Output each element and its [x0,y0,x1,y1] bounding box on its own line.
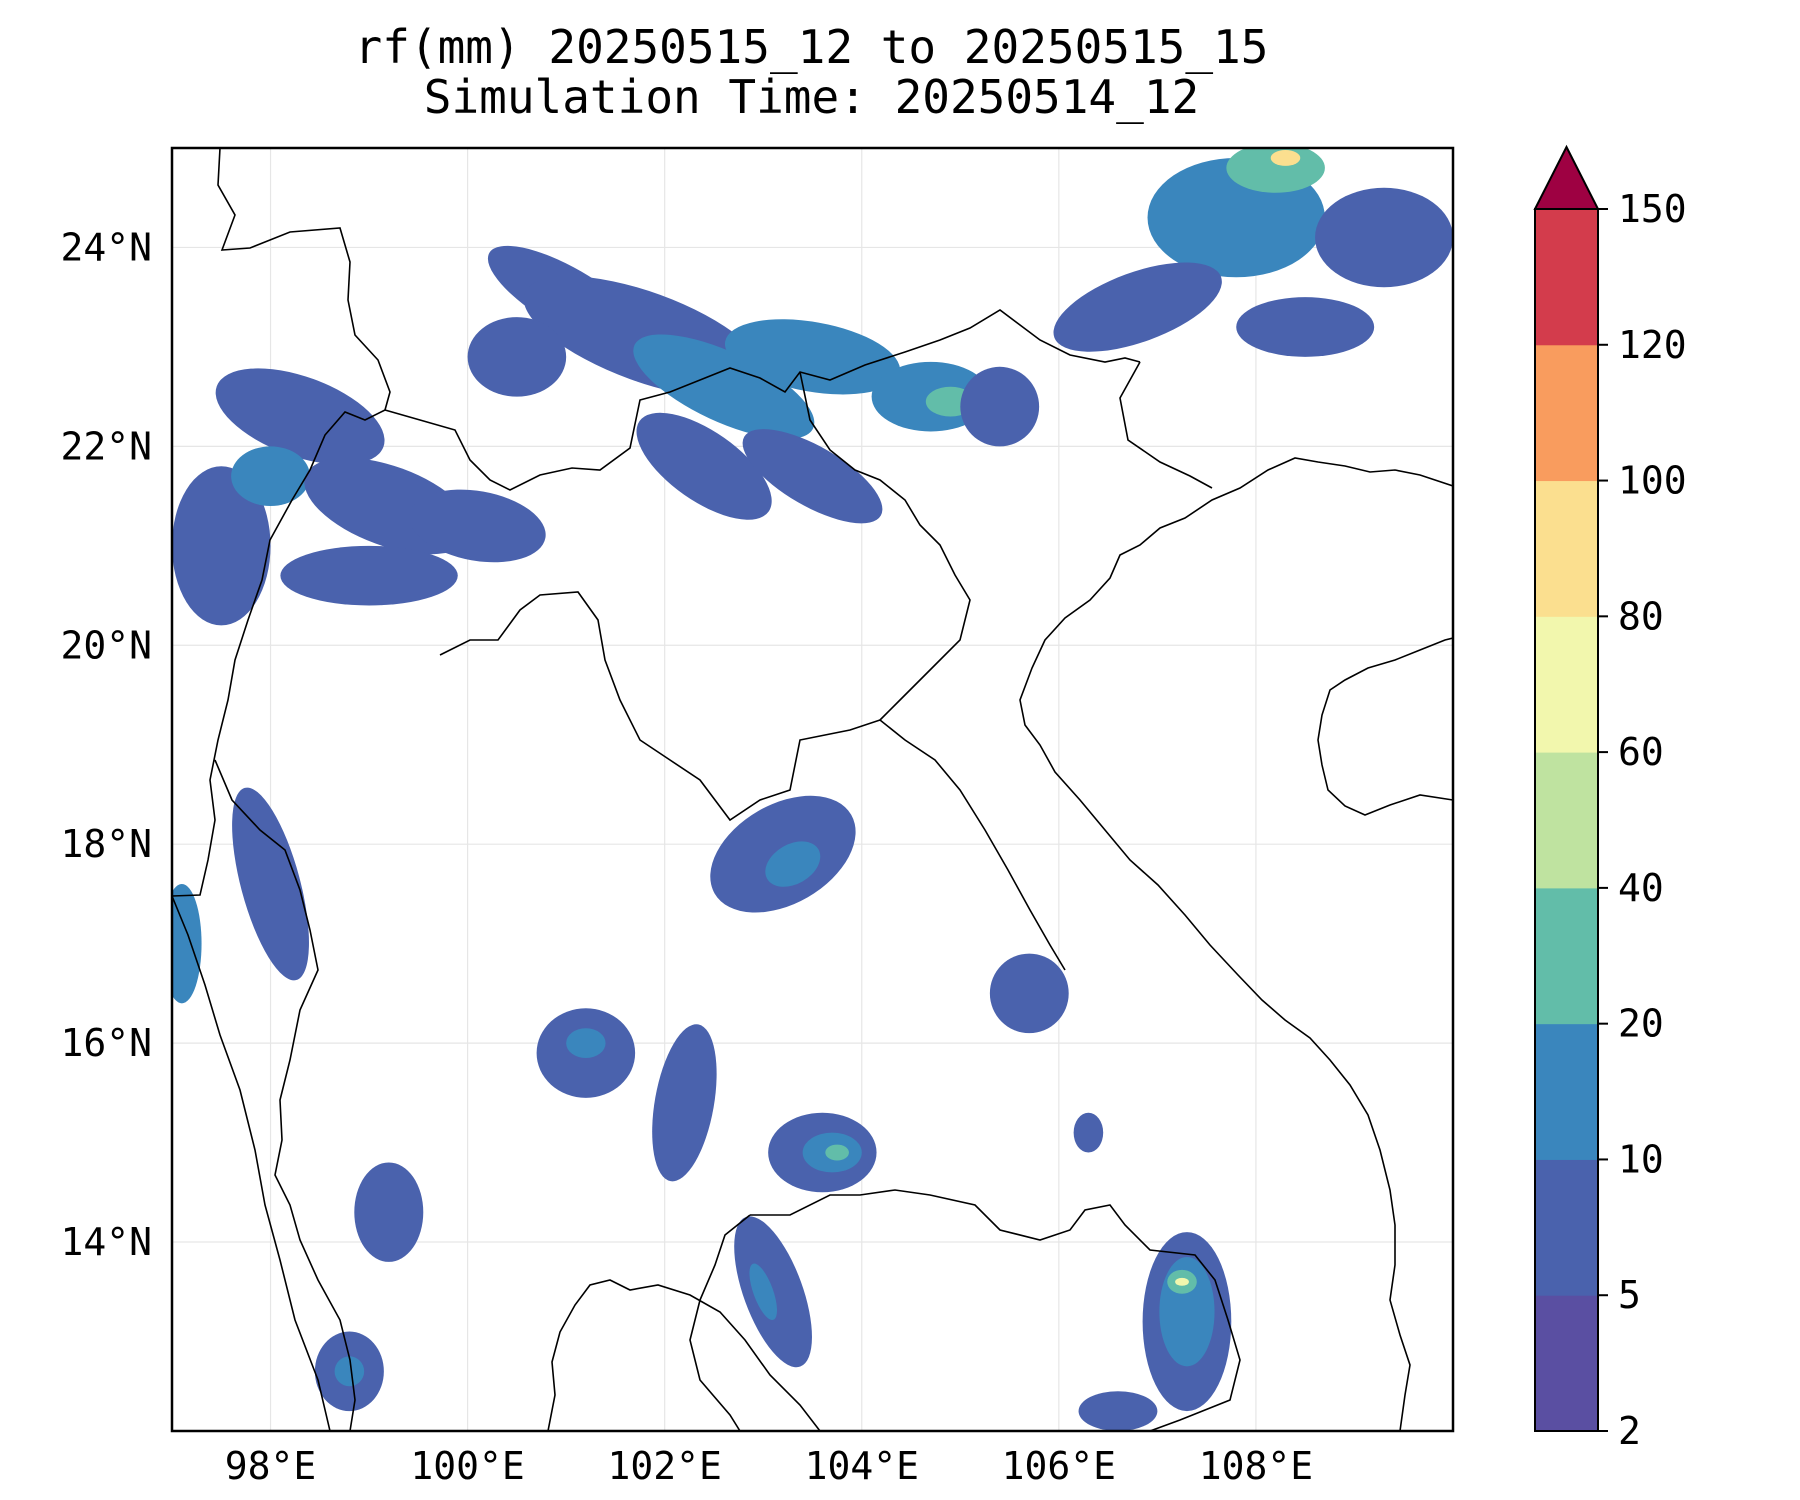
map-title-line-2: Simulation Time: 20250514_12 [423,70,1200,124]
border-myanmar-thailand [172,409,386,897]
lon-tick-label: 102°E [607,1444,721,1488]
rain-area [467,317,567,397]
lat-tick-label: 16°N [60,1021,152,1065]
rain-area [1226,148,1325,193]
rain-area [232,787,309,981]
border-myanmar-china [217,148,391,411]
rain-area [825,1144,849,1161]
map-frame [170,146,1455,1433]
rain-area [742,429,883,524]
lon-tick-label: 104°E [805,1444,919,1488]
colorbar-segment [1535,480,1598,617]
rain-area [231,446,310,507]
lat-tick-label: 20°N [60,623,152,667]
rain-area [765,841,821,887]
rain-area [1175,1277,1189,1286]
rain-area [652,1024,717,1182]
colorbar-segment [1535,887,1598,1025]
colorbar-tick-label: 150 [1618,187,1687,231]
coastline-gulf-of-tonkin [1019,457,1453,1431]
rain-area [566,1028,606,1059]
map-title-line-1: rf(mm) 20250515_12 to 20250515_15 [354,20,1269,74]
lon-tick-label: 108°E [1199,1444,1313,1488]
border-china-laos-vietnam [384,309,1141,491]
colorbar-segment [1535,752,1598,889]
border-vietnam-china-east [1119,361,1213,489]
border-laos-vietnam [799,371,971,721]
border-thailand-laos [439,591,1066,971]
lat-tick-label: 14°N [60,1220,152,1264]
colorbar-tick-label: 120 [1618,323,1687,367]
rain-area [354,1162,424,1262]
lon-tick-label: 106°E [1002,1444,1116,1488]
rain-area [1270,149,1301,166]
colorbar-tick-label: 80 [1618,594,1664,638]
coastlines-and-borders [172,148,1453,1431]
colorbar-segment [1535,1023,1598,1160]
colorbar-tick-label: 2 [1618,1409,1641,1453]
rain-area [960,366,1040,447]
border-cambodia-west [689,1214,751,1431]
rain-area [1236,297,1375,357]
border-myanmar-thailand-south [214,759,356,1431]
colorbar-segment [1535,209,1598,346]
lon-tick-label: 98°E [225,1444,317,1488]
colorbar-tick-label: 5 [1618,1273,1641,1317]
colorbar-segment [1535,1295,1598,1432]
rain-area [172,466,271,626]
rain-area [215,368,385,465]
colorbar-tick-label: 20 [1618,1002,1664,1046]
colorbar-tick-label: 10 [1618,1137,1664,1181]
colorbar-tick-label: 40 [1618,866,1664,910]
rain-area [1053,262,1222,352]
rain-area [633,334,815,439]
rain-area [1315,187,1453,288]
lon-tick-label: 100°E [410,1444,524,1488]
rain-area [409,489,546,563]
rain-area [636,412,772,520]
rain-area [334,1356,365,1387]
coastline-gulf-of-thailand [547,1279,821,1431]
coastline-hainan [1317,637,1453,816]
lat-tick-label: 24°N [60,225,152,269]
colorbar-extend-arrow [1533,144,1600,210]
colorbar: 2 5 10 20 40 60 80 100 120 150 [1533,144,1687,1453]
colorbar-tick-label: 100 [1618,459,1687,503]
colorbar-segment [1535,344,1598,482]
rain-area [280,545,458,606]
rain-area [1073,1112,1104,1153]
rain-area [724,319,901,395]
border-cambodia [750,1189,1241,1431]
colorbar-frame [1534,208,1599,1432]
rain-area [749,1263,778,1320]
colorbar-segment [1535,1159,1598,1296]
lat-tick-label: 22°N [60,424,152,468]
colorbar-tick-label: 60 [1618,730,1664,774]
rain-area [989,953,1069,1034]
rainfall-contours [172,148,1453,1431]
axis-ticks: 98°E 100°E 102°E 104°E 106°E 108°E 14°N 16°N 18°… [60,225,1313,1488]
rain-area [172,884,202,1004]
coastline-andaman [172,895,331,1431]
colorbar-segment [1535,616,1598,753]
rain-area [1078,1391,1158,1431]
lat-tick-label: 18°N [60,822,152,866]
